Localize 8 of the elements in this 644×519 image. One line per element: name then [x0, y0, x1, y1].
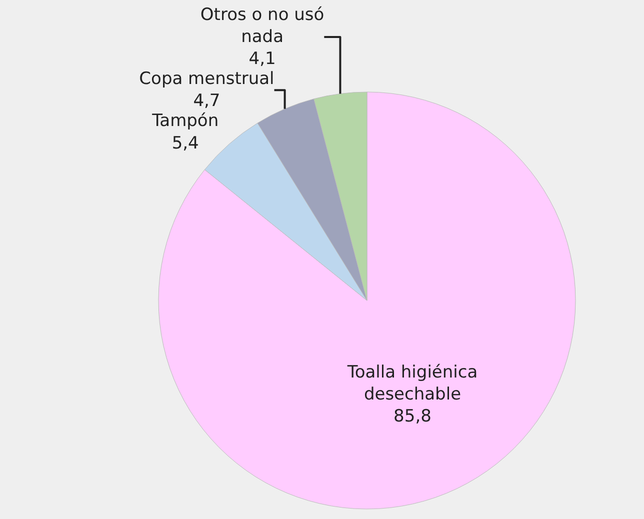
- data-label: 4,1: [248, 49, 276, 70]
- data-label: 5,4: [172, 133, 199, 154]
- slice-label: Otros o no usó nada: [200, 4, 324, 48]
- slice-label: Copa menstrual: [139, 69, 274, 90]
- data-label: 4,7: [193, 91, 220, 112]
- slice-label: Tampón: [151, 111, 219, 132]
- slice-label: Toalla higiénica desechable: [346, 362, 478, 405]
- data-label: 85,8: [394, 406, 432, 427]
